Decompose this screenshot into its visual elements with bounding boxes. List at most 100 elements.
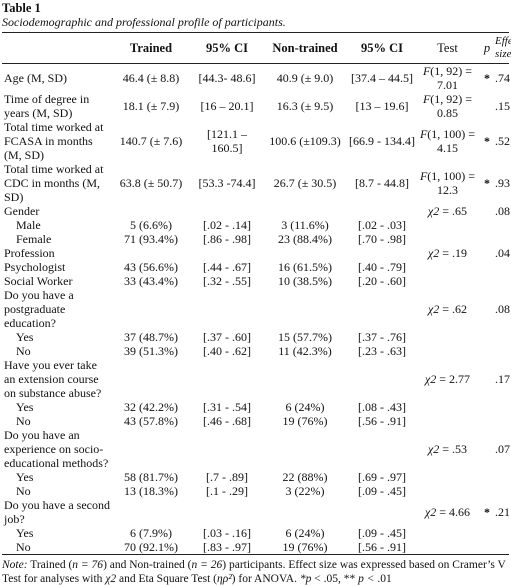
cell-label: Total time worked at CDC in months (M, S… [4,162,104,204]
cell-effect [495,414,509,428]
cell-test: χ2 = 4.66 [424,505,471,519]
table-row: No 13 (18.3%) [.1 - .29] 3 (22%) [.09 - .45] [2,484,509,498]
cell-nontrained: 3 (22%) [285,484,325,498]
table-body: Age (M, SD) 46.4 (± 8.8) [44.3- 48.6] 40.9 … [2,64,510,555]
cell-label: Age (M, SD) [4,71,67,85]
cell-nontrained [262,204,348,218]
cell-trained: 43 (57.8%) [124,414,178,428]
cell-nontrained: 40.9 (± 9.0) [276,71,334,85]
cell-effect: .04 [495,246,510,260]
table-row: Social Worker 33 (43.4%) [.32 - .55] 10 (38… [2,274,509,288]
cell-effect [495,274,509,288]
cell-trained: 58 (81.7%) [124,470,178,484]
cell-effect: .74 [495,71,510,85]
cell-ci2: [.40 - .79] [358,260,406,274]
cell-p [479,218,495,232]
cell-ci2: [.02 - .03] [358,218,406,232]
cell-label: Do you have a postgraduate education? [4,288,74,330]
cell-label: Yes [16,470,34,484]
header-ci-trained: 95% CI [192,32,262,64]
cell-test [416,344,479,358]
cell-nontrained: 26.7 (± 30.5) [273,176,337,190]
header-test: Test [416,32,479,64]
cell-label: No [2,540,110,555]
table-row: Yes 37 (48.7%) [.37 - .60] 15 (57.7%) [.37 -… [2,330,509,344]
table-row: Male 5 (6.6%) [.02 - .14] 3 (11.6%) [.02 - .… [2,218,509,232]
cell-ci1: [121.1 – 160.5] [207,127,247,155]
cell-effect [495,218,509,232]
cell-nontrained: 15 (57.7%) [278,330,332,344]
header-label [2,32,110,64]
table-row: Do you have a second job? χ2 = 4.66 * .21 [2,498,510,526]
cell-nontrained: 23 (88.4%) [278,232,332,246]
cell-test [416,484,479,498]
cell-label: Total time worked at FCASA in months (M,… [4,120,104,162]
cell-test: F(1, 100) = 12.3 [419,169,476,197]
cell-effect: .08 [495,302,510,316]
cell-ci2: [.20 - .60] [358,274,406,288]
cell-p [479,246,495,260]
cell-ci1 [192,498,262,526]
cell-ci1 [192,358,262,400]
cell-effect: .15 [495,99,510,113]
cell-p [479,232,495,246]
cell-test [416,274,479,288]
cell-label: Time of degree in years (M, SD) [4,92,90,120]
cell-nontrained: 19 (76%) [282,414,328,428]
cell-label: No [16,484,31,498]
cell-trained: 5 (6.6%) [130,218,172,232]
cell-label: Profession [4,246,55,260]
cell-nontrained [262,498,348,526]
table-header-row: Trained 95% CI Non-trained 95% CI Test p… [2,32,511,64]
cell-effect [495,470,509,484]
cell-effect: .08 [495,204,510,218]
cell-p [479,526,495,540]
cell-label: Have you ever take an extension course o… [4,358,102,400]
table-row: No 39 (51.3%) [.40 - .62] 11 (42.3%) [.23 - … [2,344,509,358]
table-row: Female 71 (93.4%) [.86 - .98] 23 (88.4%) [.7… [2,232,509,246]
cell-label: Yes [16,400,34,414]
cell-p [479,428,495,470]
cell-test: χ2 = .62 [427,302,468,316]
cell-ci1 [192,288,262,330]
cell-label: Yes [16,526,34,540]
cell-nontrained: 6 (24%) [285,400,325,414]
cell-ci1: [.40 - .62] [203,344,251,358]
cell-test: F(1, 92) = 0.85 [422,92,473,120]
cell-p [479,358,495,400]
cell-p [479,470,495,484]
cell-effect: .93 [495,176,510,190]
cell-ci2: [8.7 - 44.8] [355,176,409,190]
cell-p: * [484,71,490,85]
header-p: p [479,32,495,64]
cell-trained: 70 (92.1%) [110,540,192,555]
profile-table: Trained 95% CI Non-trained 95% CI Test p… [2,32,511,555]
header-effect-size: Effect size [495,32,511,64]
cell-trained [110,204,192,218]
cell-ci2: [37.4 – 44.5] [351,71,413,85]
cell-ci1: [.1 - .29] [206,484,248,498]
table-row: Have you ever take an extension course o… [2,358,510,400]
cell-trained: 6 (7.9%) [130,526,172,540]
cell-p [479,400,495,414]
cell-nontrained: 22 (88%) [282,470,328,484]
cell-label: No [16,344,31,358]
table-caption: Sociodemographic and professional profil… [2,15,286,29]
cell-p [479,204,495,218]
table-row: Yes 58 (81.7%) [.7 - .89] 22 (88%) [.69 - .9… [2,470,509,484]
cell-label: Psychologist [4,260,66,274]
cell-nontrained: 11 (42.3%) [278,344,332,358]
cell-trained: 32 (42.2%) [124,400,178,414]
cell-ci1: [.7 - .89] [206,470,248,484]
cell-trained [110,288,192,330]
header-ci-nontrained: 95% CI [348,32,416,64]
table-row: Do you have an experience on socio-educa… [2,428,510,470]
cell-ci1: [.03 - .16] [203,526,251,540]
cell-trained [110,358,192,400]
cell-ci1: [53.3 -74.4] [198,176,256,190]
cell-p: * [484,176,490,190]
cell-trained: 46.4 (± 8.8) [122,71,180,85]
cell-ci2 [348,204,416,218]
cell-nontrained: 10 (38.5%) [278,274,332,288]
cell-ci2: [66.9 - 134.4] [349,134,415,148]
